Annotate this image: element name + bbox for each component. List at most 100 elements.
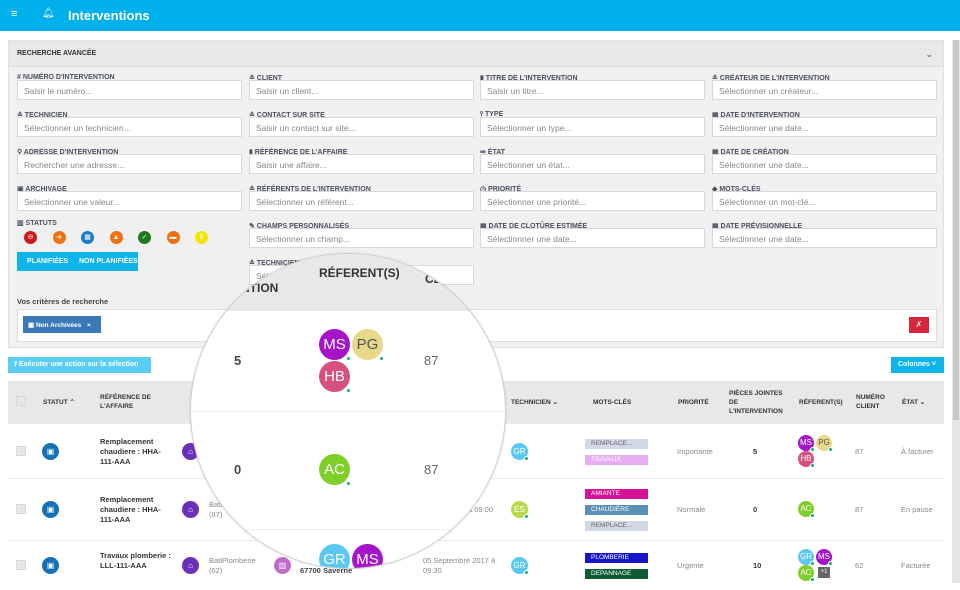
- affaire-reference[interactable]: Travaux plomberie : LLL-111-AAA: [100, 551, 171, 570]
- keyword-tag: TRAVAUX: [585, 454, 648, 465]
- table-row[interactable]: ▣ Travaux plomberie : LLL-111-AAA ⌂ BatiPlo…: [8, 540, 944, 590]
- avatar[interactable]: AC: [798, 565, 815, 582]
- clear-filters-button[interactable]: ✗: [909, 317, 929, 333]
- avatar[interactable]: HB: [798, 450, 815, 468]
- online-status-icon: [524, 570, 529, 575]
- field-label: ✎ CHAMPS PERSONNALISÉS: [249, 223, 349, 230]
- field-input[interactable]: Saisir un client...: [249, 80, 474, 100]
- execute-action-button[interactable]: ⫯ Exécuter une action sur la sélection: [8, 357, 151, 373]
- keyword-tag: CHAUDIÈRE: [585, 505, 648, 515]
- mag-divider: [191, 411, 505, 412]
- menu-icon[interactable]: ≡: [11, 8, 18, 20]
- scrollbar[interactable]: [952, 40, 960, 583]
- row-checkbox[interactable]: [16, 504, 26, 514]
- online-status-icon: [379, 356, 384, 361]
- avatar[interactable]: PG: [816, 434, 833, 452]
- client-name[interactable]: BatiPlomberie: [209, 556, 256, 565]
- online-status-icon: [524, 514, 529, 519]
- field-input[interactable]: Sélectionner un technicien...: [17, 117, 242, 137]
- field-input[interactable]: Sélectionner une date...: [712, 228, 937, 248]
- row-checkbox[interactable]: [16, 445, 26, 456]
- field-input[interactable]: Saisir une affaire...: [249, 154, 474, 174]
- field-label: ▦ DATE PRÉVISIONNELLE: [712, 223, 803, 230]
- field-input[interactable]: Sélectionner un état...: [480, 154, 705, 174]
- online-status-icon: [524, 455, 529, 461]
- priority: Urgente: [677, 561, 704, 570]
- status-filter-icon[interactable]: ▬: [166, 231, 180, 244]
- header-statut[interactable]: STATUT ⌃: [43, 399, 75, 406]
- avatar[interactable]: AC: [319, 454, 351, 486]
- status-filter-icon[interactable]: ▲: [109, 231, 123, 244]
- avatar[interactable]: MS: [352, 544, 383, 568]
- header-numero-client[interactable]: NUMÉRO CLIENT: [856, 394, 885, 410]
- field-label: ⫯ TYPE: [480, 111, 504, 118]
- avatar[interactable]: MS: [816, 549, 833, 566]
- field-input[interactable]: Sélectionner un créateur...: [712, 80, 937, 100]
- avatar[interactable]: HB: [319, 361, 351, 393]
- field-label: ▦ DATE D'INTERVENTION: [712, 112, 800, 119]
- field-input[interactable]: Sélectionner une priorité...: [480, 191, 705, 211]
- field-input[interactable]: Sélectionner un mot-clé...: [712, 191, 937, 211]
- mag-header-client: CL: [425, 272, 441, 286]
- planned-button[interactable]: PLANIFIÉES: [27, 258, 69, 265]
- columns-button[interactable]: Colonnes ˅: [891, 357, 944, 373]
- client-number: (87): [209, 510, 223, 519]
- status-filter-icon[interactable]: Ⅱ: [195, 231, 208, 244]
- avatar[interactable]: MS: [319, 329, 351, 361]
- header-technicien[interactable]: TECHNICIEN ⌄: [511, 399, 558, 406]
- status-filter-icon[interactable]: ✓: [138, 231, 151, 244]
- header-referents[interactable]: RÉFERENT(S): [799, 399, 843, 406]
- keyword-tag: REMPLACE...: [585, 438, 648, 449]
- avatar[interactable]: AC: [798, 501, 815, 518]
- header-ref[interactable]: RÉFÉRENCE DE L'AFFAIRE: [100, 394, 151, 410]
- bell-icon[interactable]: 🔔︎: [42, 8, 55, 19]
- avatar-initials: GR: [513, 446, 526, 456]
- field-label: ≗ CLIENT: [249, 75, 283, 82]
- status-filter-icon[interactable]: ➜: [52, 231, 66, 244]
- field-input[interactable]: Sélectionner une date...: [712, 117, 937, 137]
- client-name[interactable]: BatiC: [209, 500, 228, 509]
- avatar[interactable]: GR: [798, 549, 815, 566]
- online-status-icon: [346, 481, 351, 486]
- field-input[interactable]: Sélectionner une date...: [712, 154, 937, 174]
- field-input[interactable]: Rechercher une adresse...: [17, 154, 242, 174]
- more-referents-badge[interactable]: +1: [818, 567, 830, 578]
- keyword-tag: REMPLACE...: [585, 521, 648, 531]
- avatar[interactable]: MS: [798, 434, 815, 452]
- field-input[interactable]: Sélectionner un champ...: [249, 228, 474, 248]
- close-icon[interactable]: ×: [87, 322, 91, 329]
- calendar-status-icon: ▣: [42, 557, 59, 574]
- field-input[interactable]: Saisir un contact sur site...: [249, 117, 474, 137]
- status-filter-icon[interactable]: ⊖: [24, 231, 37, 244]
- avatar[interactable]: GR: [511, 557, 529, 575]
- field-input[interactable]: Selectionner une valeur...: [17, 191, 242, 211]
- field-input[interactable]: Saisir un titre...: [480, 80, 705, 100]
- online-status-icon: [346, 356, 351, 361]
- etat: En pause: [901, 505, 933, 514]
- panel-header[interactable]: RECHERCHE AVANCÉE ⌄: [9, 41, 943, 67]
- avatar[interactable]: ES: [511, 501, 529, 519]
- avatar[interactable]: PG: [352, 329, 384, 361]
- avatar[interactable]: GR: [319, 544, 350, 568]
- select-all-checkbox[interactable]: [16, 396, 26, 406]
- affaire-reference[interactable]: Remplacement chaudiere : HHA-111-AAA: [100, 436, 161, 466]
- site-icon: ▥: [274, 557, 291, 574]
- header-mots-cles[interactable]: MOTS-CLÉS: [593, 399, 632, 406]
- field-input[interactable]: Saisir le numéro...: [17, 80, 242, 100]
- avatar-initials: PG: [356, 336, 379, 353]
- status-filter-icon[interactable]: ▦: [81, 231, 94, 244]
- row-checkbox[interactable]: [16, 560, 26, 570]
- field-input[interactable]: Sélectionner un type...: [480, 117, 705, 137]
- field-input[interactable]: Sélectionner un référent...: [249, 191, 474, 211]
- affaire-reference[interactable]: Remplacement chaudiere : HHA-111-AAA: [100, 495, 161, 524]
- avatar[interactable]: GR: [511, 442, 529, 461]
- table-row[interactable]: ▣ Remplacement chaudiere : HHA-111-AAA ⌂ GR…: [8, 423, 944, 478]
- advanced-search-panel: RECHERCHE AVANCÉE ⌄ ▥ STATUTS PLANIFIÉES…: [8, 40, 944, 348]
- header-pieces[interactable]: PIÈCES JOINTES DE L'INTERVENTION: [729, 390, 783, 415]
- header-priorite[interactable]: PRIORITÉ: [678, 399, 709, 406]
- unplanned-button[interactable]: NON PLANIFIÉES: [79, 258, 138, 265]
- scrollbar-thumb[interactable]: [953, 40, 959, 420]
- header-etat[interactable]: ÉTAT ⌄: [902, 399, 926, 406]
- field-input[interactable]: Sélectionner une date...: [480, 228, 705, 248]
- chevron-down-icon[interactable]: ⌄: [925, 49, 933, 59]
